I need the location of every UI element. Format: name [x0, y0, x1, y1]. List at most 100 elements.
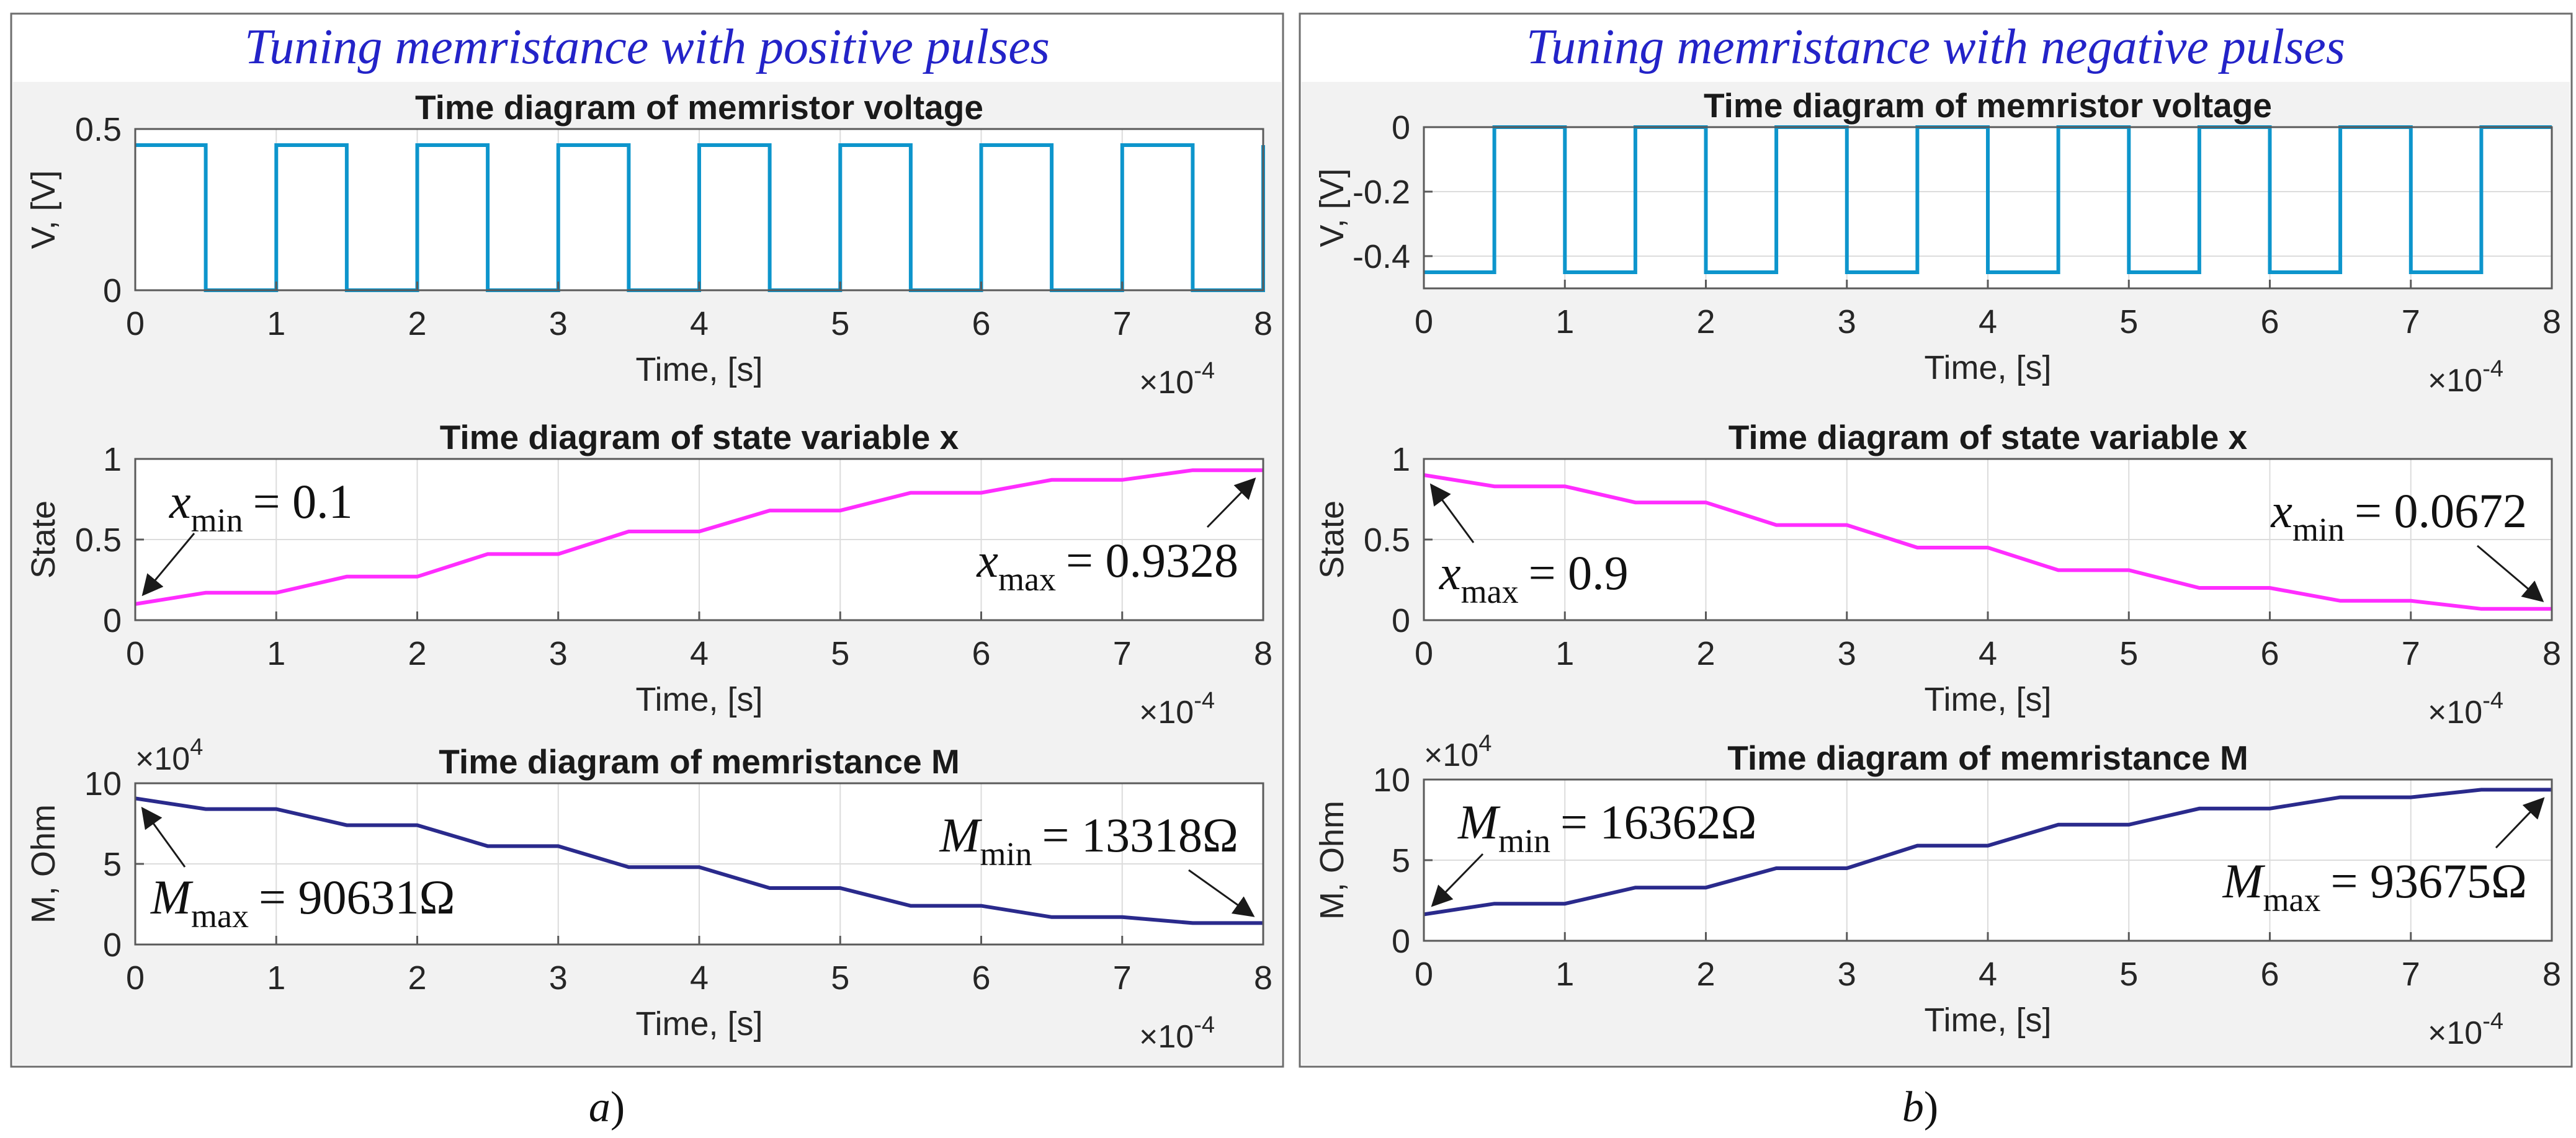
x-tick-label: 2 [408, 959, 426, 997]
annotation-arrow [1429, 483, 1475, 543]
x-tick-label: 8 [1254, 959, 1272, 997]
y-axis-label: State [25, 500, 62, 579]
y-exponent-power: 4 [1478, 731, 1491, 757]
annotation-subscript: max [1461, 573, 1519, 610]
y-tick-label: 0.5 [75, 522, 122, 559]
x-tick-label: 6 [2260, 956, 2279, 993]
y-tick-label: 10 [84, 765, 122, 802]
y-tick-label: -0.4 [1353, 238, 1410, 275]
y-axis-label: State [1313, 500, 1351, 579]
x-tick-label: 3 [1838, 956, 1856, 993]
annotation-arrow [141, 806, 186, 868]
annotation-subscript: min [2292, 511, 2345, 548]
chart-2: 0 1 2 3 4 5 6 7 8 0 0.5 1 Time diagram of state vari… [1313, 418, 2561, 731]
chart-title: Time diagram of memristance M [1727, 739, 2248, 777]
x-tick-label: 4 [1979, 956, 1997, 993]
x-tick-label: 8 [1254, 305, 1272, 342]
annotation-arrow [2495, 797, 2545, 849]
x-tick-label: 8 [2542, 303, 2561, 340]
series-line-memristance [135, 796, 1263, 925]
x-tick-label: 5 [831, 959, 849, 997]
x-tick-label: 1 [267, 959, 285, 997]
x-tick-label: 4 [1979, 303, 1997, 340]
y-tick-label: 0 [103, 272, 122, 309]
annotation-value: = 0.9328 [1066, 533, 1238, 587]
y-tick-label: 1 [103, 441, 122, 478]
chart-title: Time diagram of memristor voltage [1704, 86, 2272, 125]
x-tick-label: 6 [2260, 635, 2279, 672]
x-axis-label: Time, [s] [635, 681, 763, 718]
y-tick-label: 5 [103, 846, 122, 883]
annotation-subscript: min [980, 835, 1032, 873]
x-tick-label: 2 [1696, 303, 1715, 340]
x-tick-label: 6 [972, 635, 990, 672]
annotation-value: = 0.1 [253, 474, 353, 528]
panel-caption: b) [1902, 1083, 1938, 1131]
x-tick-label: 7 [1113, 635, 1132, 672]
y-axis-label: V, [V] [25, 170, 62, 249]
x-tick-label: 2 [408, 305, 426, 342]
y-tick-label: 0 [103, 927, 122, 964]
y-tick-label: 5 [1392, 842, 1410, 879]
caption-paren: ) [1924, 1083, 1938, 1131]
series-line-state [135, 468, 1263, 606]
annotation-value: = 93675Ω [2331, 854, 2527, 908]
x-tick-label: 1 [1555, 303, 1574, 340]
annotation-subscript: max [2263, 881, 2321, 918]
x-tick-label: 3 [1838, 635, 1856, 672]
panel-a: Tuning memristance with positive pulses a… [10, 12, 1284, 1131]
x-tick-label: 8 [2542, 635, 2561, 672]
x-exponent: ×10-4 [1139, 1012, 1215, 1055]
annotation-arrow [1431, 853, 1484, 907]
x-tick-label: 8 [2542, 956, 2561, 993]
chart-3: 0 1 2 3 4 5 6 7 8 0 5 10 Time diagram of memristance… [1313, 731, 2561, 1051]
x-tick-label: 1 [267, 635, 285, 672]
annotation-subscript: max [191, 897, 249, 935]
annotation-symbol: x [169, 474, 191, 528]
y-exponent: ×104 [135, 734, 203, 777]
series-line-state [1423, 473, 2552, 611]
annotation-arrow [1206, 478, 1256, 528]
annotation-value: = 13318Ω [1042, 808, 1238, 862]
y-exponent-base: ×10 [1424, 737, 1478, 773]
caption-letter: a [589, 1083, 610, 1131]
x-tick-label: 0 [1415, 303, 1433, 340]
x-exponent-base: ×10 [2428, 695, 2482, 731]
x-exponent-power: -4 [1194, 1012, 1215, 1038]
x-axis-label: Time, [s] [635, 1005, 763, 1042]
x-tick-label: 4 [690, 635, 709, 672]
y-tick-label: 1 [1392, 441, 1410, 478]
chart-title: Time diagram of state variable x [1729, 418, 2248, 456]
x-exponent-power: -4 [2482, 356, 2503, 382]
x-exponent: ×10-4 [2428, 688, 2503, 731]
x-exponent: ×10-4 [1139, 688, 1215, 731]
x-exponent-base: ×10 [2428, 363, 2482, 399]
x-tick-label: 1 [267, 305, 285, 342]
annotation-label: Mmin = 16362Ω [1457, 795, 1756, 860]
x-exponent-power: -4 [2482, 1008, 2503, 1034]
y-exponent-power: 4 [190, 734, 203, 760]
x-axis-label: Time, [s] [1924, 681, 2051, 718]
x-tick-label: 3 [1838, 303, 1856, 340]
annotation-value: = 16362Ω [1560, 795, 1756, 849]
annotation-value: = 0.9 [1529, 546, 1629, 600]
annotation-symbol: x [1439, 546, 1461, 600]
x-tick-label: 7 [2402, 635, 2420, 672]
x-tick-label: 6 [972, 305, 990, 342]
x-tick-label: 6 [2260, 303, 2279, 340]
annotation-label: Mmax = 93675Ω [2222, 854, 2527, 918]
x-tick-label: 2 [408, 635, 426, 672]
annotation-symbol: x [976, 533, 998, 587]
x-tick-label: 3 [549, 635, 568, 672]
x-tick-label: 2 [1696, 956, 1715, 993]
chart-3: 0 1 2 3 4 5 6 7 8 0 5 10 Time diagram of memristance… [25, 734, 1272, 1055]
x-exponent: ×10-4 [1139, 358, 1215, 401]
annotation-subscript: max [998, 561, 1056, 598]
x-exponent: ×10-4 [2428, 1008, 2503, 1051]
annotation-symbol: x [2270, 484, 2292, 538]
panel-caption: a) [589, 1083, 625, 1131]
x-tick-label: 4 [690, 305, 709, 342]
annotation-subscript: min [1498, 822, 1550, 860]
caption-letter: b [1902, 1083, 1924, 1131]
